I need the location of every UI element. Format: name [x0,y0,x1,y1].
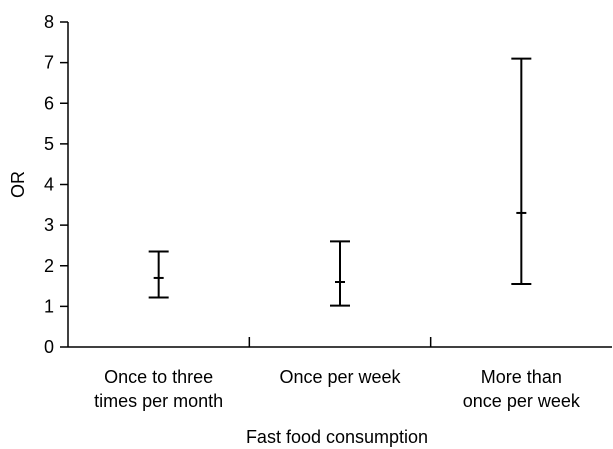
y-tick-label: 2 [44,256,54,276]
x-tick-label: Once to three times per month [94,367,223,411]
x-tick-label-line: More than [481,367,562,387]
y-tick-label: 6 [44,93,54,113]
x-tick-label-line: Once to three [104,367,213,387]
x-tick-label-line: times per month [94,391,223,411]
y-tick-label: 1 [44,296,54,316]
x-tick-label: Once per week [279,367,401,387]
y-tick-label: 5 [44,134,54,154]
x-tick-label: More than once per week [463,367,581,411]
y-tick-label: 0 [44,337,54,357]
y-tick-label: 3 [44,215,54,235]
y-tick-label: 8 [44,12,54,32]
x-tick-label-line: Once per week [279,367,401,387]
y-tick-label: 7 [44,53,54,73]
y-axis-title: OR [8,171,28,198]
error-bar [330,240,350,307]
x-axis-title: Fast food consumption [246,427,428,447]
x-tick-label-line: once per week [463,391,581,411]
error-bars [148,57,532,307]
y-ticks: 0 1 2 3 4 5 6 7 8 [44,12,68,357]
error-bar [148,250,169,299]
y-tick-label: 4 [44,175,54,195]
error-bar [511,57,532,286]
x-ticks: Once to three times per month Once per wee… [94,337,581,411]
